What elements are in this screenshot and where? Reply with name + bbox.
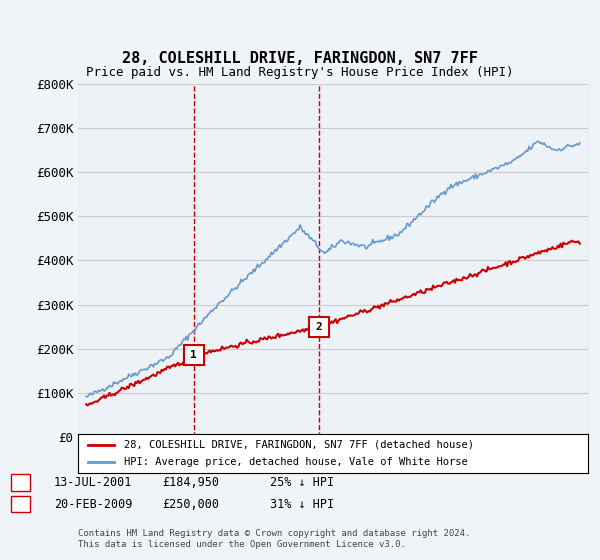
Text: 2: 2 bbox=[17, 499, 24, 509]
Text: 28, COLESHILL DRIVE, FARINGDON, SN7 7FF (detached house): 28, COLESHILL DRIVE, FARINGDON, SN7 7FF … bbox=[124, 440, 474, 450]
Text: 1: 1 bbox=[17, 478, 24, 488]
Text: 25% ↓ HPI: 25% ↓ HPI bbox=[270, 476, 334, 489]
Text: 20-FEB-2009: 20-FEB-2009 bbox=[54, 497, 133, 511]
Text: 2: 2 bbox=[316, 321, 322, 332]
Text: Price paid vs. HM Land Registry's House Price Index (HPI): Price paid vs. HM Land Registry's House … bbox=[86, 66, 514, 80]
Text: 31% ↓ HPI: 31% ↓ HPI bbox=[270, 497, 334, 511]
Text: £250,000: £250,000 bbox=[162, 497, 219, 511]
Text: 28, COLESHILL DRIVE, FARINGDON, SN7 7FF: 28, COLESHILL DRIVE, FARINGDON, SN7 7FF bbox=[122, 52, 478, 66]
Text: £184,950: £184,950 bbox=[162, 476, 219, 489]
Text: Contains HM Land Registry data © Crown copyright and database right 2024.
This d: Contains HM Land Registry data © Crown c… bbox=[78, 529, 470, 549]
Text: 1: 1 bbox=[190, 350, 197, 360]
Text: HPI: Average price, detached house, Vale of White Horse: HPI: Average price, detached house, Vale… bbox=[124, 457, 467, 467]
Text: 13-JUL-2001: 13-JUL-2001 bbox=[54, 476, 133, 489]
